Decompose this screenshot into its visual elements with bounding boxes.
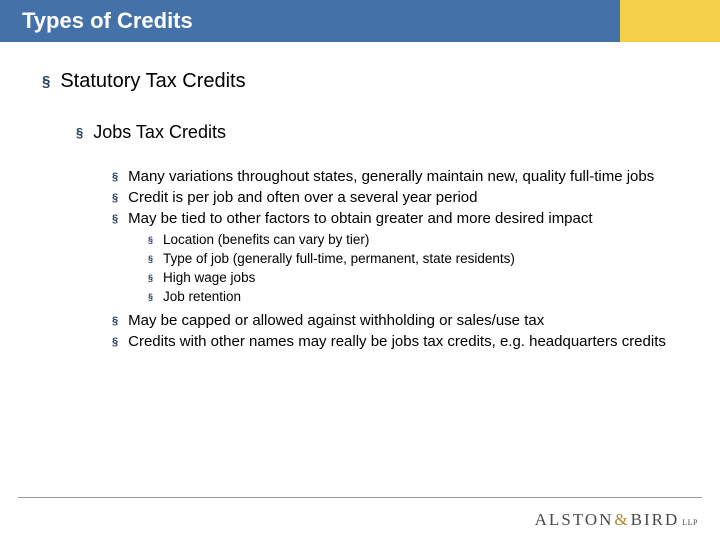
level2-item: § Jobs Tax Credits — [76, 122, 678, 144]
level4-item: § High wage jobs — [148, 269, 678, 287]
bullet-icon: § — [148, 288, 153, 306]
level1-item: § Statutory Tax Credits — [42, 70, 678, 94]
level3-text: May be tied to other factors to obtain g… — [128, 210, 592, 229]
footer-divider — [18, 497, 702, 498]
logo-suffix: LLP — [682, 518, 698, 527]
bullet-icon: § — [112, 333, 118, 352]
level3-item: § Credit is per job and often over a sev… — [112, 189, 678, 208]
level3-item: § May be capped or allowed against withh… — [112, 312, 678, 331]
bullet-icon: § — [112, 168, 118, 187]
content-area: § Statutory Tax Credits § Jobs Tax Credi… — [0, 42, 720, 352]
level4-text: Location (benefits can vary by tier) — [163, 231, 369, 249]
company-logo: ALSTON & BIRD LLP — [535, 510, 698, 530]
bullet-icon: § — [112, 210, 118, 229]
level3-text: Credit is per job and often over a sever… — [128, 189, 477, 208]
level3-text: May be capped or allowed against withhol… — [128, 312, 544, 331]
level1-text: Statutory Tax Credits — [60, 70, 245, 93]
level3-item: § Credits with other names may really be… — [112, 333, 678, 352]
bullet-icon: § — [148, 231, 153, 249]
level4-text: Job retention — [163, 288, 241, 306]
logo-part2: BIRD — [631, 510, 680, 530]
header-bar: Types of Credits — [0, 0, 720, 42]
bullet-icon: § — [112, 189, 118, 208]
level4-item: § Job retention — [148, 288, 678, 306]
level4-item: § Type of job (generally full-time, perm… — [148, 250, 678, 268]
level4-text: Type of job (generally full-time, perman… — [163, 250, 515, 268]
bullet-icon: § — [112, 312, 118, 331]
bullet-icon: § — [42, 70, 50, 94]
level3-text: Credits with other names may really be j… — [128, 333, 666, 352]
header-yellow-accent — [620, 0, 720, 42]
slide-title: Types of Credits — [22, 8, 193, 34]
bullet-icon: § — [148, 250, 153, 268]
level4-text: High wage jobs — [163, 269, 255, 287]
bullet-icon: § — [76, 122, 83, 144]
level4-item: § Location (benefits can vary by tier) — [148, 231, 678, 249]
bullet-icon: § — [148, 269, 153, 287]
level3-text: Many variations throughout states, gener… — [128, 168, 654, 187]
level2-text: Jobs Tax Credits — [93, 122, 226, 143]
header-blue-section: Types of Credits — [0, 0, 620, 42]
logo-ampersand: & — [614, 510, 629, 530]
level3-item: § May be tied to other factors to obtain… — [112, 210, 678, 229]
logo-part1: ALSTON — [535, 510, 614, 530]
level3-item: § Many variations throughout states, gen… — [112, 168, 678, 187]
